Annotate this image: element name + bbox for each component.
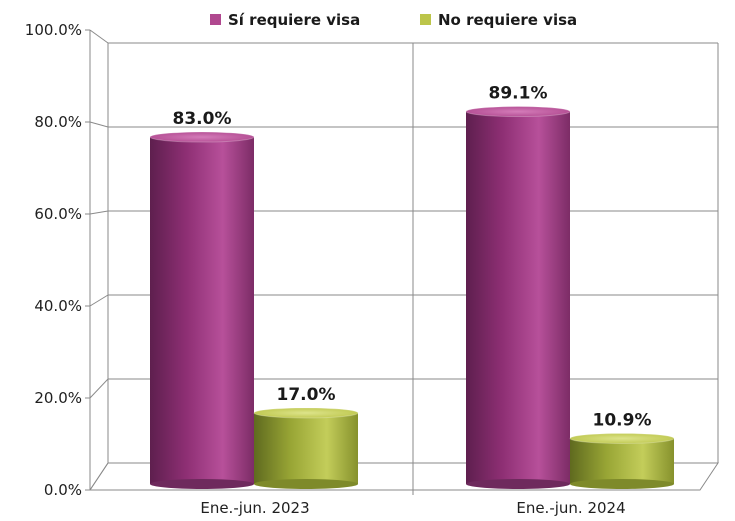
data-labels: 83.0% 17.0% 89.1% 10.9%: [173, 84, 652, 431]
y-tick-label: 20.0%: [34, 389, 82, 407]
legend-label: No requiere visa: [438, 11, 577, 29]
data-label: 10.9%: [593, 410, 652, 430]
y-tick-label: 40.0%: [34, 297, 82, 315]
data-label: 89.1%: [489, 84, 548, 104]
category-axis: Ene.-jun. 2023 Ene.-jun. 2024: [200, 499, 625, 517]
category-label: Ene.-jun. 2024: [516, 499, 625, 517]
legend-item: No requiere visa: [420, 11, 577, 29]
bar: [253, 407, 359, 489]
gridline: [89, 29, 718, 44]
y-tick-label: 100.0%: [25, 21, 82, 39]
bar: [569, 432, 675, 489]
legend-item: Sí requiere visa: [210, 11, 360, 29]
gridline: [89, 121, 718, 128]
bar: [465, 106, 571, 489]
bar: [149, 131, 255, 489]
bars: [149, 106, 675, 489]
y-tick-label: 0.0%: [44, 481, 82, 499]
y-tick-label: 80.0%: [34, 113, 82, 131]
y-tick-label: 60.0%: [34, 205, 82, 223]
legend-label: Sí requiere visa: [228, 11, 360, 29]
data-label: 17.0%: [277, 385, 336, 405]
y-axis-ticks: 0.0% 20.0% 40.0% 60.0% 80.0% 100.0%: [25, 21, 90, 499]
data-label: 83.0%: [173, 109, 232, 129]
legend-swatch: [420, 14, 431, 25]
category-label: Ene.-jun. 2023: [200, 499, 309, 517]
legend-swatch: [210, 14, 221, 25]
legend: Sí requiere visa No requiere visa: [210, 11, 577, 29]
